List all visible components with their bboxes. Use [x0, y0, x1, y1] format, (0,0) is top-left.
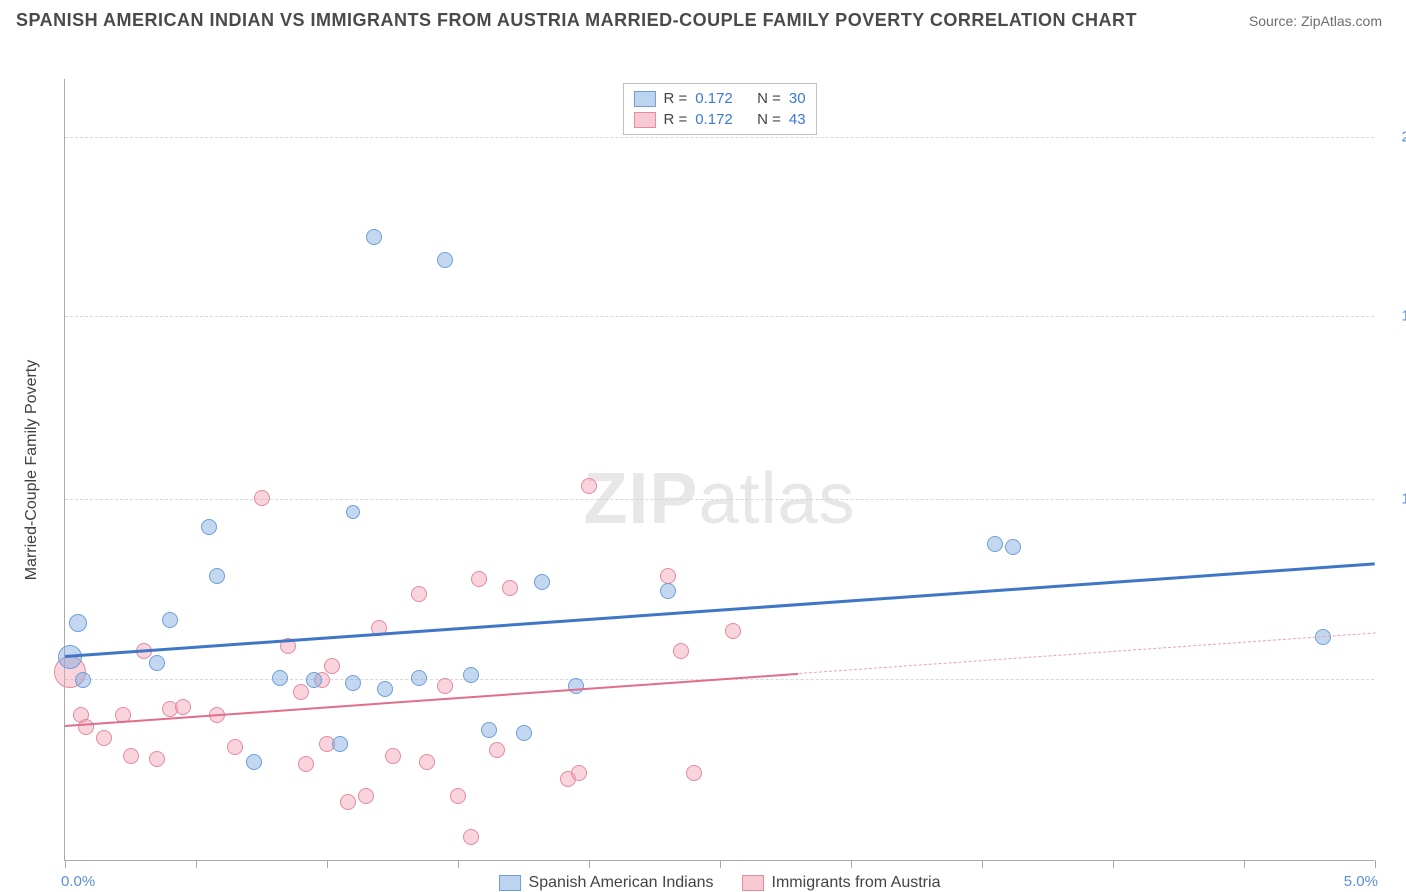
x-end-label: 5.0% [1344, 873, 1378, 890]
x-tick [327, 860, 328, 868]
y-tick-label: 25.0% [1384, 128, 1406, 145]
data-point-pink [340, 794, 356, 810]
r-label: R = [663, 90, 687, 107]
data-point-blue [246, 754, 262, 770]
x-tick [982, 860, 983, 868]
data-point-pink [78, 719, 94, 735]
data-point-blue [69, 614, 87, 632]
data-point-blue [1005, 539, 1021, 555]
x-tick [1375, 860, 1376, 868]
data-point-pink [502, 580, 518, 596]
y-tick-label: 12.5% [1384, 490, 1406, 507]
data-point-blue [377, 681, 393, 697]
swatch-pink [742, 875, 764, 891]
data-point-pink [489, 742, 505, 758]
r-label: R = [663, 111, 687, 128]
trend-line [65, 673, 799, 727]
x-tick [1113, 860, 1114, 868]
x-start-label: 0.0% [61, 873, 95, 890]
data-point-pink [686, 765, 702, 781]
x-tick [720, 860, 721, 868]
chart-title: SPANISH AMERICAN INDIAN VS IMMIGRANTS FR… [16, 10, 1137, 31]
data-point-blue [987, 536, 1003, 552]
data-point-pink [581, 478, 597, 494]
data-point-blue [209, 568, 225, 584]
gridline [65, 137, 1374, 138]
data-point-pink [175, 699, 191, 715]
data-point-blue [272, 670, 288, 686]
data-point-blue [660, 583, 676, 599]
r-value-blue: 0.172 [695, 90, 733, 107]
data-point-pink [450, 788, 466, 804]
r-value-pink: 0.172 [695, 111, 733, 128]
data-point-pink [96, 730, 112, 746]
x-tick [589, 860, 590, 868]
n-value-blue: 30 [789, 90, 806, 107]
series-legend: Spanish American Indians Immigrants from … [499, 874, 941, 892]
data-point-pink [385, 748, 401, 764]
data-point-blue [306, 672, 322, 688]
plot-area: ZIPatlas R = 0.172 N = 30 R = 0.172 N = … [64, 79, 1374, 861]
data-point-blue [75, 672, 91, 688]
data-point-pink [123, 748, 139, 764]
data-point-pink [411, 586, 427, 602]
data-point-pink [227, 739, 243, 755]
x-tick [65, 860, 66, 868]
data-point-pink [293, 684, 309, 700]
data-point-pink [471, 571, 487, 587]
data-point-pink [324, 658, 340, 674]
stats-row-blue: R = 0.172 N = 30 [633, 88, 805, 109]
legend-label-blue: Spanish American Indians [529, 874, 714, 892]
data-point-blue [149, 655, 165, 671]
data-point-pink [298, 756, 314, 772]
data-point-blue [568, 678, 584, 694]
data-point-pink [725, 623, 741, 639]
data-point-blue [345, 675, 361, 691]
x-tick [458, 860, 459, 868]
data-point-blue [366, 229, 382, 245]
swatch-blue [633, 91, 655, 107]
data-point-blue [481, 722, 497, 738]
data-point-pink [254, 490, 270, 506]
data-point-blue [201, 519, 217, 535]
data-point-pink [673, 643, 689, 659]
y-tick-label: 18.8% [1384, 308, 1406, 325]
swatch-pink [633, 112, 655, 128]
y-tick-label: 6.3% [1384, 670, 1406, 687]
data-point-pink [149, 751, 165, 767]
data-point-blue [516, 725, 532, 741]
data-point-pink [358, 788, 374, 804]
x-tick [851, 860, 852, 868]
data-point-blue [162, 612, 178, 628]
n-value-pink: 43 [789, 111, 806, 128]
data-point-blue [411, 670, 427, 686]
source-label: Source: ZipAtlas.com [1249, 13, 1382, 29]
data-point-pink [463, 829, 479, 845]
trend-line [799, 632, 1375, 674]
n-label: N = [757, 111, 781, 128]
n-label: N = [757, 90, 781, 107]
data-point-pink [571, 765, 587, 781]
legend-item-blue: Spanish American Indians [499, 874, 714, 892]
stats-row-pink: R = 0.172 N = 43 [633, 109, 805, 130]
gridline [65, 316, 1374, 317]
data-point-blue [534, 574, 550, 590]
data-point-pink [419, 754, 435, 770]
legend-label-pink: Immigrants from Austria [772, 874, 941, 892]
data-point-pink [437, 678, 453, 694]
data-point-blue [437, 252, 453, 268]
data-point-blue [332, 736, 348, 752]
stats-legend: R = 0.172 N = 30 R = 0.172 N = 43 [622, 83, 816, 135]
y-axis-label: Married-Couple Family Poverty [23, 360, 41, 581]
x-tick [196, 860, 197, 868]
data-point-blue [346, 505, 360, 519]
swatch-blue [499, 875, 521, 891]
data-point-blue [463, 667, 479, 683]
x-tick [1244, 860, 1245, 868]
legend-item-pink: Immigrants from Austria [742, 874, 941, 892]
trend-line [65, 563, 1375, 659]
